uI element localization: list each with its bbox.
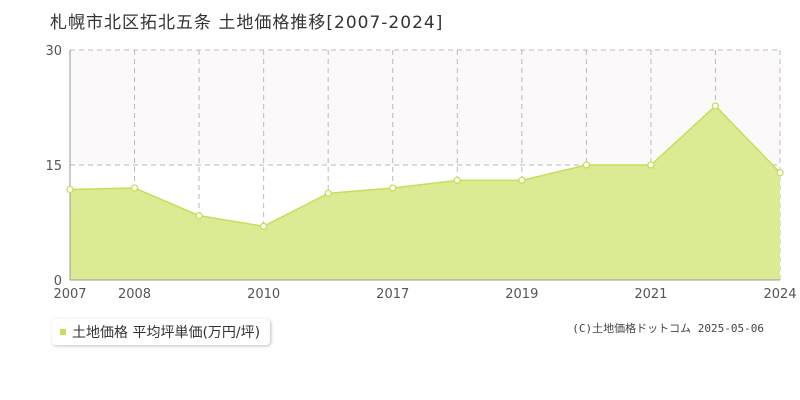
data-point: [518, 176, 526, 184]
x-tick-label: 2021: [634, 287, 667, 302]
y-tick-label: 0: [54, 274, 62, 289]
y-tick-label: 15: [45, 159, 62, 174]
data-point: [453, 176, 461, 184]
chart-title: 札幌市北区拓北五条 土地価格推移[2007-2024]: [50, 13, 444, 33]
data-point: [259, 222, 268, 230]
copyright-text: (C)土地価格ドットコム 2025-05-06: [572, 322, 764, 335]
data-point: [324, 189, 332, 198]
x-tick-label: 2007: [53, 287, 86, 302]
legend-swatch: [60, 329, 66, 335]
data-point: [647, 161, 655, 169]
data-point: [711, 102, 720, 110]
data-point: [776, 169, 784, 177]
data-point: [130, 184, 139, 192]
series-line: [69, 104, 781, 228]
x-tick-label: 2010: [247, 287, 280, 302]
legend-label: 土地価格 平均坪単価(万円/坪): [72, 325, 261, 341]
x-tick-label: 2019: [505, 287, 538, 302]
data-point: [66, 185, 74, 194]
data-point: [389, 184, 397, 192]
x-tick-label: 2024: [763, 287, 796, 302]
area-fill: [70, 105, 780, 280]
x-tick-label: 2017: [376, 287, 409, 302]
data-point: [195, 211, 203, 220]
data-point: [582, 161, 591, 169]
y-tick-label: 30: [45, 44, 62, 59]
legend: 土地価格 平均坪単価(万円/坪): [52, 319, 271, 345]
plot-background-band: [70, 50, 780, 165]
x-tick-label: 2008: [118, 287, 151, 302]
